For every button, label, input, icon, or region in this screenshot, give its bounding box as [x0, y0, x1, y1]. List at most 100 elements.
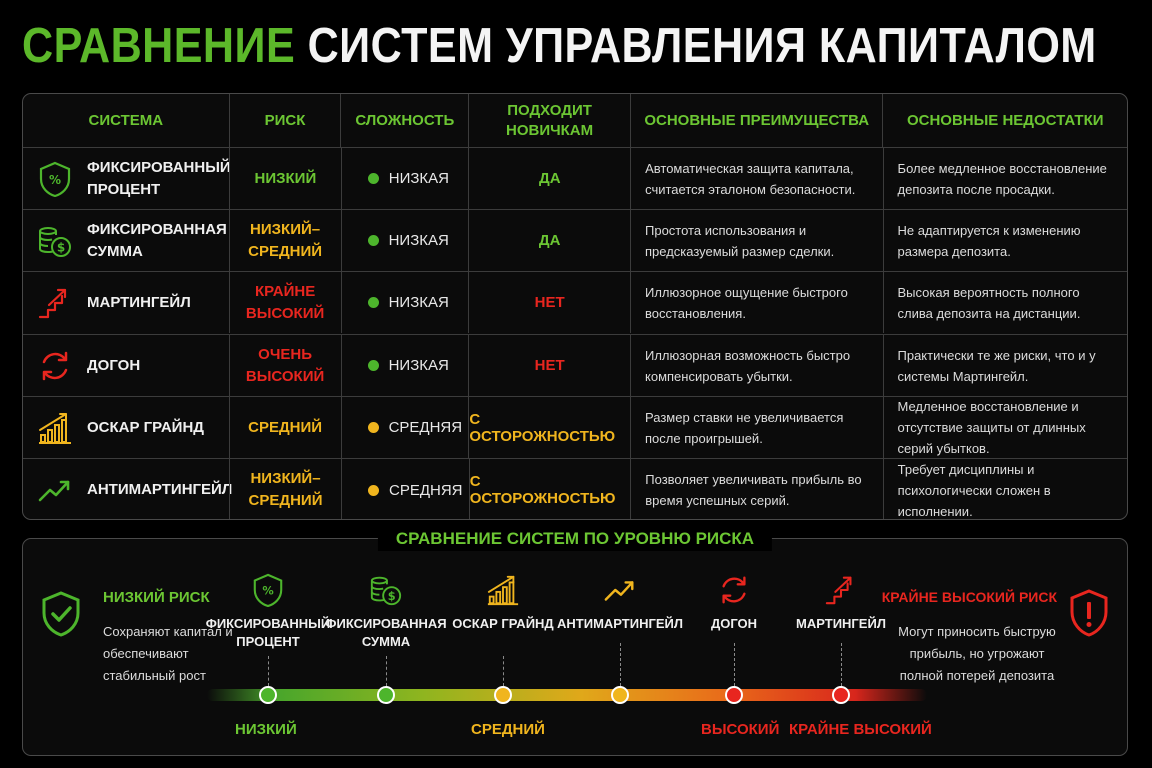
risk-scale-label: НИЗКИЙ	[235, 721, 297, 738]
pros-text: Автоматическая защита капитала, считаетс…	[645, 160, 856, 197]
system-name: ОСКАР ГРАЙНД	[87, 418, 204, 436]
shield-alert-icon	[1070, 589, 1108, 637]
pros-text: Простота использования и предсказуемый р…	[645, 222, 835, 259]
risk-value: НИЗКИЙ–СРЕДНИЙ	[248, 470, 323, 509]
pros-cell: Иллюзорная возможность быстро компенсиро…	[630, 335, 883, 396]
cons-cell: Не адаптируется к изменению размера депо…	[882, 210, 1128, 271]
risk-cell: СРЕДНИЙ	[228, 397, 341, 458]
system-cell: $ ФИКСИРОВАННАЯ СУММА	[23, 210, 229, 271]
cons-text: Требует дисциплины и психологически слож…	[897, 461, 1051, 519]
complexity-value: СРЕДНЯЯ	[388, 419, 463, 436]
table-header: СИСТЕМА РИСК СЛОЖНОСТЬ ПОДХОДИТ НОВИЧКАМ…	[23, 94, 1127, 147]
risk-panel: СРАВНЕНИЕ СИСТЕМ ПО УРОВНЮ РИСКА НИЗКИЙ …	[22, 527, 1128, 756]
risk-cell: КРАЙНЕ ВЫСОКИЙ	[228, 272, 341, 333]
risk-node-dot	[832, 686, 850, 704]
novice-value: ДА	[539, 170, 561, 187]
complexity-dot	[367, 173, 379, 184]
novice-cell: НЕТ	[468, 335, 630, 396]
pros-text: Размер ставки не увеличивается после про…	[645, 409, 844, 446]
risk-system-node: АНТИМАРТИНГЕЙЛ	[555, 573, 685, 633]
shield-percent-icon: %	[37, 161, 73, 197]
connector-line	[734, 643, 735, 686]
novice-value: С ОСТОРОЖНОСТЬЮ	[469, 473, 616, 507]
refresh-cycle-icon	[37, 348, 73, 384]
pros-cell: Размер ставки не увеличивается после про…	[630, 397, 883, 458]
novice-cell: НЕТ	[468, 272, 630, 333]
system-cell: % ФИКСИРОВАННЫЙ ПРОЦЕНТ	[23, 148, 231, 209]
risk-value: КРАЙНЕ ВЫСОКИЙ	[245, 282, 325, 322]
pros-cell: Иллюзорное ощущение быстрого восстановле…	[630, 272, 883, 333]
cons-text: Высокая вероятность полного слива депози…	[897, 284, 1081, 321]
risk-system-name: ОСКАР ГРАЙНД	[452, 616, 554, 631]
risk-node-dot	[259, 686, 277, 704]
table-row: ОСКАР ГРАЙНД СРЕДНИЙ СРЕДНЯЯ С ОСТОРОЖНО…	[23, 396, 1127, 458]
novice-value: НЕТ	[534, 357, 565, 374]
high-risk-label: КРАЙНЕ ВЫСОКИЙ РИСК	[881, 589, 1057, 605]
risk-node-dot	[494, 686, 512, 704]
header-risk: РИСК	[228, 94, 341, 147]
complexity-value: НИЗКАЯ	[388, 357, 449, 374]
cons-cell: Более медленное восстановление депозита …	[882, 148, 1127, 209]
pros-text: Позволяет увеличивать прибыль во время у…	[645, 472, 862, 508]
novice-cell: С ОСТОРОЖНОСТЬЮ	[468, 397, 630, 458]
risk-cell: ОЧЕНЬ ВЫСОКИЙ	[228, 335, 341, 396]
low-risk-description: Сохраняют капитал и обеспечивают стабиль…	[103, 624, 233, 683]
cons-cell: Практически те же риски, что и у системы…	[882, 335, 1128, 396]
system-name: ФИКСИРОВАННЫЙ ПРОЦЕНТ	[87, 158, 231, 198]
page-title: СРАВНЕНИЕ СИСТЕМ УПРАВЛЕНИЯ КАПИТАЛОМ	[22, 18, 1097, 80]
novice-value: НЕТ	[534, 294, 565, 311]
complexity-value: НИЗКАЯ	[388, 170, 449, 187]
comparison-table: СИСТЕМА РИСК СЛОЖНОСТЬ ПОДХОДИТ НОВИЧКАМ…	[22, 93, 1128, 520]
complexity-dot	[368, 484, 379, 496]
complexity-value: НИЗКАЯ	[388, 232, 449, 249]
header-pros: ОСНОВНЫЕ ПРЕИМУЩЕСТВА	[629, 94, 883, 147]
connector-line	[268, 656, 269, 686]
complexity-cell: НИЗКАЯ	[340, 148, 469, 209]
shield-check-icon	[42, 591, 80, 637]
pros-cell: Автоматическая защита капитала, считаетс…	[630, 148, 882, 209]
pros-cell: Простота использования и предсказуемый р…	[630, 210, 883, 271]
risk-scale-label: КРАЙНЕ ВЫСОКИЙ	[789, 721, 932, 738]
risk-panel-title: СРАВНЕНИЕ СИСТЕМ ПО УРОВНЮ РИСКА	[377, 527, 773, 551]
header-system: СИСТЕМА	[88, 111, 164, 129]
risk-value: СРЕДНИЙ	[248, 418, 323, 436]
cons-cell: Медленное восстановление и отсутствие за…	[882, 397, 1128, 458]
table-row: $ ФИКСИРОВАННАЯ СУММА НИЗКИЙ–СРЕДНИЙ НИЗ…	[23, 209, 1127, 271]
system-name: ДОГОН	[87, 356, 141, 374]
svg-text:%: %	[49, 173, 61, 187]
risk-value: НИЗКИЙ	[254, 169, 317, 187]
cons-cell: Высокая вероятность полного слива депози…	[882, 272, 1128, 333]
stairs-arrow-up-icon	[776, 573, 906, 607]
complexity-cell: НИЗКАЯ	[340, 210, 469, 271]
risk-system-name: ФИКСИРОВАННЫЙ ПРОЦЕНТ	[205, 616, 331, 649]
system-name: АНТИМАРТИНГЕЙЛ	[87, 481, 233, 498]
table-row: ДОГОН ОЧЕНЬ ВЫСОКИЙ НИЗКАЯ НЕТ Иллюзорна…	[23, 334, 1127, 396]
trend-up-arrow-icon	[37, 472, 73, 508]
pros-text: Иллюзорная возможность быстро компенсиро…	[645, 347, 851, 384]
complexity-cell: НИЗКАЯ	[340, 335, 469, 396]
risk-system-name: АНТИМАРТИНГЕЙЛ	[557, 616, 683, 631]
stairs-arrow-up-icon	[37, 285, 73, 321]
cons-text: Медленное восстановление и отсутствие за…	[897, 399, 1086, 456]
risk-system-name: ФИКСИРОВАННАЯ СУММА	[325, 616, 447, 649]
svg-text:%: %	[262, 584, 273, 598]
risk-scale-label: ВЫСОКИЙ	[701, 721, 780, 738]
complexity-dot	[367, 235, 379, 246]
complexity-value: НИЗКАЯ	[388, 294, 449, 311]
complexity-cell: СРЕДНЯЯ	[341, 459, 469, 519]
risk-system-node: ДОГОН	[669, 573, 799, 633]
risk-gradient-bar	[207, 689, 927, 701]
risk-system-node: ОСКАР ГРАЙНД	[438, 573, 568, 633]
system-cell: МАРТИНГЕЙЛ	[23, 272, 229, 333]
risk-system-node: % ФИКСИРОВАННЫЙ ПРОЦЕНТ	[203, 573, 333, 651]
pros-text: Иллюзорное ощущение быстрого восстановле…	[645, 284, 848, 321]
cons-text: Практически те же риски, что и у системы…	[897, 347, 1096, 384]
connector-line	[620, 643, 621, 686]
risk-node-dot	[611, 686, 629, 704]
trend-up-arrow-icon	[555, 573, 685, 607]
novice-cell: С ОСТОРОЖНОСТЬЮ	[468, 459, 631, 519]
complexity-dot	[367, 360, 379, 371]
novice-cell: ДА	[468, 210, 630, 271]
title-accent: СРАВНЕНИЕ	[22, 19, 296, 73]
system-cell: ДОГОН	[23, 335, 229, 396]
